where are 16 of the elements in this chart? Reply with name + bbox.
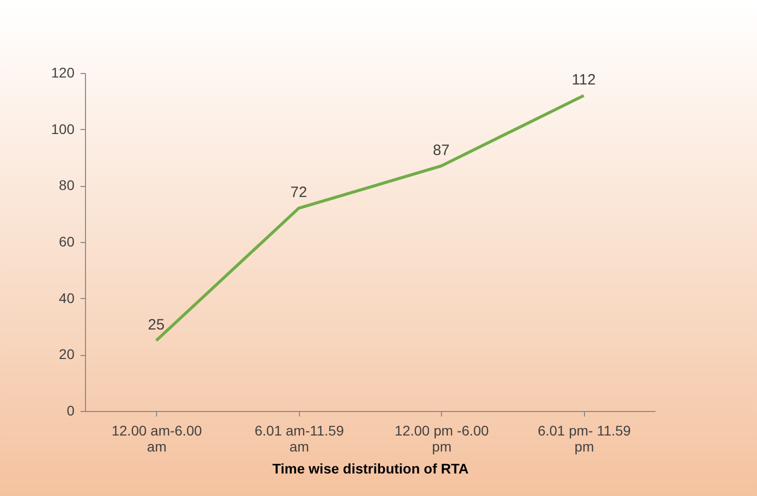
data-label: 112 [572, 72, 596, 89]
y-tick-label: 0 [66, 402, 75, 418]
x-tick-label: 12.00 pm -6.00 pm [394, 422, 490, 454]
data-label: 87 [432, 142, 450, 159]
x-tick-label: 6.01 am-11.59 am [254, 422, 344, 454]
x-tick-label: 6.01 pm- 11.59 pm [538, 422, 632, 454]
data-label: 72 [290, 184, 308, 202]
y-tick-label: 60 [58, 234, 75, 250]
data-label: 25 [148, 316, 165, 334]
y-tick-label: 80 [58, 177, 75, 194]
y-tick-label: 40 [58, 290, 75, 306]
y-tick-label: 20 [58, 346, 75, 362]
y-tick-label: 120 [51, 64, 75, 80]
y-tick-label: 100 [51, 120, 75, 137]
x-axis-title: Time wise distribution of RTA [272, 460, 469, 476]
x-tick-label: 12.00 am-6.00 am [112, 422, 202, 454]
